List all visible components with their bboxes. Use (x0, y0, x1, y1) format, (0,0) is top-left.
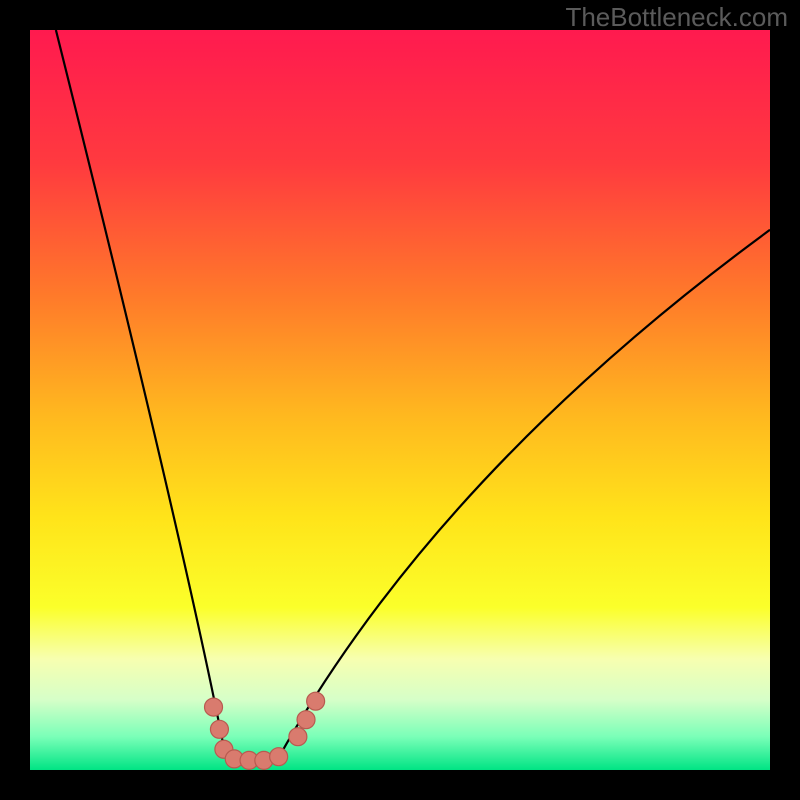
chart-svg (30, 30, 770, 770)
watermark-text: TheBottleneck.com (565, 2, 788, 33)
curve-marker (297, 711, 315, 729)
plot-area (30, 30, 770, 770)
curve-marker (210, 720, 228, 738)
curve-marker (307, 692, 325, 710)
curve-marker (205, 698, 223, 716)
chart-frame: TheBottleneck.com (0, 0, 800, 800)
curve-marker (270, 748, 288, 766)
gradient-background (30, 30, 770, 770)
curve-marker (289, 728, 307, 746)
